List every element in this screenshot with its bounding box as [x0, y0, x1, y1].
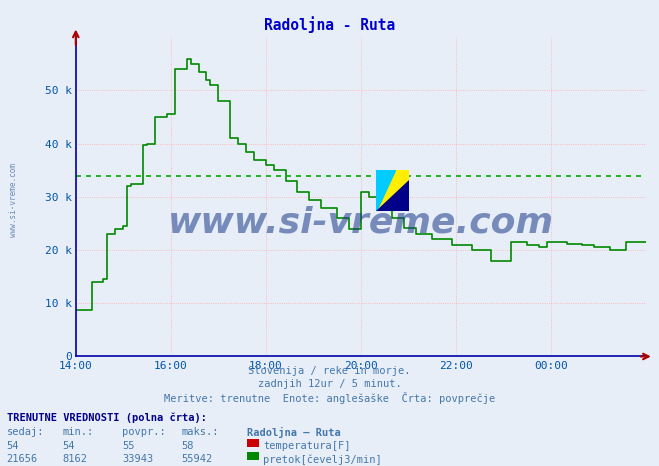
Text: temperatura[F]: temperatura[F] — [263, 441, 351, 451]
Text: 33943: 33943 — [122, 454, 153, 464]
Polygon shape — [376, 170, 395, 212]
Text: 55: 55 — [122, 441, 134, 451]
Text: pretok[čevelj3/min]: pretok[čevelj3/min] — [263, 454, 382, 465]
Text: zadnjih 12ur / 5 minut.: zadnjih 12ur / 5 minut. — [258, 379, 401, 389]
Text: Radoljna – Ruta: Radoljna – Ruta — [247, 427, 341, 439]
Text: www.si-vreme.com: www.si-vreme.com — [9, 164, 18, 237]
Text: Meritve: trenutne  Enote: anglešaške  Črta: povprečje: Meritve: trenutne Enote: anglešaške Črta… — [164, 392, 495, 404]
Text: TRENUTNE VREDNOSTI (polna črta):: TRENUTNE VREDNOSTI (polna črta): — [7, 412, 206, 423]
Text: sedaj:: sedaj: — [7, 427, 44, 437]
Text: 54: 54 — [63, 441, 75, 451]
Polygon shape — [376, 180, 409, 212]
Text: 54: 54 — [7, 441, 19, 451]
Text: 21656: 21656 — [7, 454, 38, 464]
Text: www.si-vreme.com: www.si-vreme.com — [168, 206, 554, 240]
Text: Radoljna - Ruta: Radoljna - Ruta — [264, 16, 395, 33]
Text: 58: 58 — [181, 441, 194, 451]
Text: min.:: min.: — [63, 427, 94, 437]
Text: 8162: 8162 — [63, 454, 88, 464]
Text: Slovenija / reke in morje.: Slovenija / reke in morje. — [248, 366, 411, 376]
Text: povpr.:: povpr.: — [122, 427, 165, 437]
Text: 55942: 55942 — [181, 454, 212, 464]
Text: maks.:: maks.: — [181, 427, 219, 437]
